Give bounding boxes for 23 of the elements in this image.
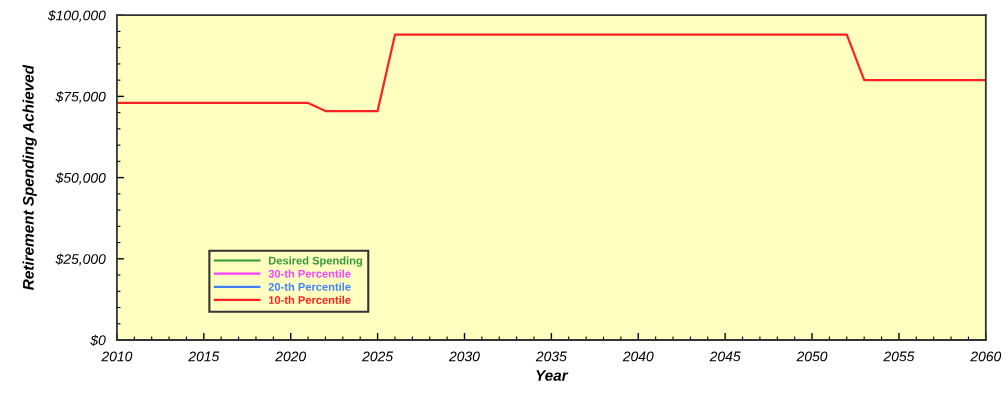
x-tick-label: 2050 — [796, 351, 828, 362]
y-tick-label: $75,000 — [55, 91, 106, 104]
y-tick-label: $50,000 — [55, 172, 106, 185]
line-series — [116, 33, 986, 113]
y-axis-title: Retirement Spending Achieved — [22, 64, 37, 290]
legend-label: 10-th Percentile — [268, 295, 351, 304]
x-axis-title: Year — [536, 370, 569, 381]
legend-label: Desired Spending — [269, 256, 362, 267]
x-tick-label: 2035 — [535, 351, 567, 362]
x-tick-label: 2055 — [883, 351, 915, 362]
legend-label: 30-th Percentile — [268, 269, 351, 278]
y-tick-label: $0 — [90, 334, 106, 346]
x-tick-label: 2060 — [970, 351, 1002, 362]
x-tick-label: 2015 — [188, 351, 220, 362]
y-tick-label: $25,000 — [55, 253, 106, 266]
x-tick-label: 2045 — [709, 351, 741, 362]
x-tick-label: 2030 — [448, 351, 480, 362]
x-tick-label: 2020 — [275, 351, 307, 362]
y-tick-label: $100,000 — [47, 9, 106, 23]
x-tick-label: 2040 — [622, 351, 654, 362]
x-tick-label: 2025 — [362, 351, 394, 362]
legend-label: 20-th Percentile — [268, 282, 351, 291]
x-tick-label: 2010 — [101, 351, 133, 362]
